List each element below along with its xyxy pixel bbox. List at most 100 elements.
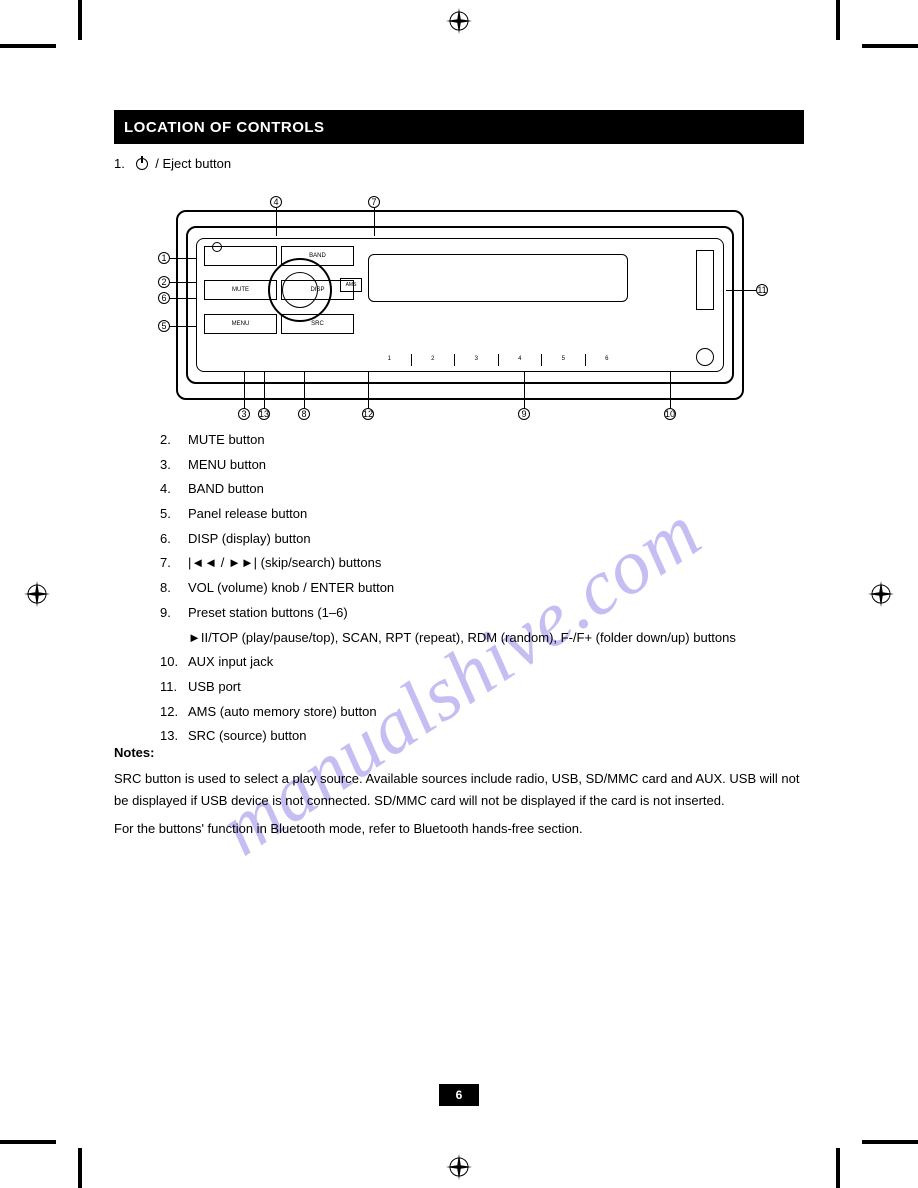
list-text: Preset station buttons (1–6) ►II/TOP (pl… xyxy=(188,601,768,650)
list-number: 8. xyxy=(160,576,188,601)
callout-11: 11 xyxy=(756,284,768,296)
list-text: SRC (source) button xyxy=(188,728,307,743)
list-item: 5.Panel release button xyxy=(160,502,780,527)
registration-mark-icon xyxy=(24,581,50,607)
leader xyxy=(726,290,756,291)
list-number: 10. xyxy=(160,650,188,675)
registration-mark-icon xyxy=(446,8,472,34)
callout-8: 8 xyxy=(298,408,310,420)
crop-mark xyxy=(0,1140,56,1144)
section-header-text: LOCATION OF CONTROLS xyxy=(124,119,325,136)
preset-1: 1 xyxy=(368,354,412,366)
callout-13: 13 xyxy=(258,408,270,420)
list-item: 7.|◄◄ / ►►| (skip/search) buttons xyxy=(160,551,780,576)
list-item: 10.AUX input jack xyxy=(160,650,780,675)
list-text: / Eject button xyxy=(155,156,231,171)
leader xyxy=(374,208,375,236)
list-number: 5. xyxy=(160,502,188,527)
list-item: 8.VOL (volume) knob / ENTER button xyxy=(160,576,780,601)
callout-6: 6 xyxy=(158,292,170,304)
leader xyxy=(170,282,196,283)
list-text: BAND button xyxy=(188,481,264,496)
list-item-1: 1. / Eject button xyxy=(114,156,804,171)
crop-mark xyxy=(862,44,918,48)
radio-diagram: BAND MUTE DISP MENU SRC AMS 1 2 3 4 5 6 xyxy=(176,210,744,400)
volume-dial xyxy=(268,258,332,322)
list-text: MENU button xyxy=(188,457,266,472)
callout-5: 5 xyxy=(158,320,170,332)
list-number: 3. xyxy=(160,453,188,478)
notes-heading: Notes: xyxy=(114,742,804,764)
callout-1: 1 xyxy=(158,252,170,264)
crop-mark xyxy=(836,0,840,40)
callout-10: 10 xyxy=(664,408,676,420)
preset-row: 1 2 3 4 5 6 xyxy=(368,354,628,366)
leader xyxy=(276,208,277,236)
callout-3: 3 xyxy=(238,408,250,420)
leader xyxy=(670,372,671,408)
crop-mark xyxy=(0,44,56,48)
list-item: 11.USB port xyxy=(160,675,780,700)
list-item: 4.BAND button xyxy=(160,477,780,502)
list-text: Panel release button xyxy=(188,506,307,521)
list-number: 11. xyxy=(160,675,188,700)
preset-5: 5 xyxy=(542,354,586,366)
btn-mute: MUTE xyxy=(204,280,277,300)
preset-2: 2 xyxy=(412,354,456,366)
crop-mark xyxy=(78,1148,82,1188)
list-text: MUTE button xyxy=(188,432,265,447)
leader xyxy=(244,372,245,408)
registration-mark-icon xyxy=(446,1154,472,1180)
list-item: 6.DISP (display) button xyxy=(160,527,780,552)
leader xyxy=(264,372,265,408)
btn-menu: MENU xyxy=(204,314,277,334)
crop-mark xyxy=(78,0,82,40)
list-item: 9.Preset station buttons (1–6) ►II/TOP (… xyxy=(160,601,780,650)
callout-4: 4 xyxy=(270,196,282,208)
usb-port xyxy=(696,250,714,310)
btn-ams: AMS xyxy=(340,278,362,292)
list-number: 12. xyxy=(160,700,188,725)
leader xyxy=(368,372,369,408)
section-header: LOCATION OF CONTROLS xyxy=(114,110,804,144)
list-number: 4. xyxy=(160,477,188,502)
list-text: USB port xyxy=(188,679,241,694)
crop-mark xyxy=(862,1140,918,1144)
callout-2: 2 xyxy=(158,276,170,288)
btn xyxy=(204,246,277,266)
lcd-display xyxy=(368,254,628,302)
aux-jack xyxy=(696,348,714,366)
preset-3: 3 xyxy=(455,354,499,366)
registration-mark-icon xyxy=(868,581,894,607)
list-number: 7. xyxy=(160,551,188,576)
preset-4: 4 xyxy=(499,354,543,366)
list-text: VOL (volume) knob / ENTER button xyxy=(188,580,394,595)
list-item: 12.AMS (auto memory store) button xyxy=(160,700,780,725)
callout-7: 7 xyxy=(368,196,380,208)
list-number: 6. xyxy=(160,527,188,552)
list-text: AMS (auto memory store) button xyxy=(188,704,377,719)
notes-block: Notes: SRC button is used to select a pl… xyxy=(114,742,804,846)
crop-mark xyxy=(836,1148,840,1188)
leader xyxy=(170,298,196,299)
dial-inner xyxy=(282,272,318,308)
preset-6: 6 xyxy=(586,354,629,366)
page-number: 6 xyxy=(439,1084,479,1106)
list-item: 3.MENU button xyxy=(160,453,780,478)
list-text: AUX input jack xyxy=(188,654,273,669)
power-icon xyxy=(136,158,148,170)
leader xyxy=(524,372,525,408)
list-number: 1. xyxy=(114,156,132,171)
leader xyxy=(170,326,196,327)
list-number: 9. xyxy=(160,601,188,626)
callout-12: 12 xyxy=(362,408,374,420)
list-item: 2.MUTE button xyxy=(160,428,780,453)
callout-9: 9 xyxy=(518,408,530,420)
list-text: DISP (display) button xyxy=(188,531,311,546)
controls-list: 2.MUTE button 3.MENU button 4.BAND butto… xyxy=(160,428,780,749)
list-number: 2. xyxy=(160,428,188,453)
leader xyxy=(304,372,305,408)
notes-p2: For the buttons' function in Bluetooth m… xyxy=(114,818,804,840)
notes-p1: SRC button is used to select a play sour… xyxy=(114,768,804,812)
leader xyxy=(170,258,196,259)
